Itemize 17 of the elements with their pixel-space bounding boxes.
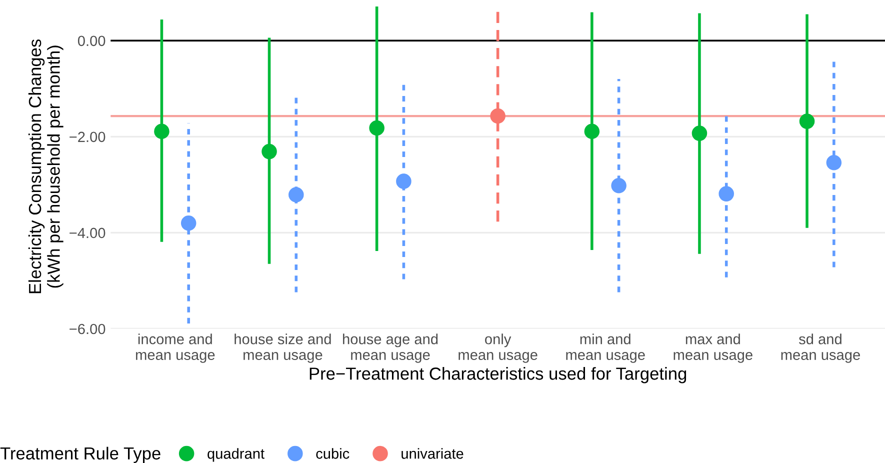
y-tick-label: 0.00: [78, 36, 106, 46]
y-tick-label: −4.00: [70, 228, 106, 238]
x-axis-title: Pre−Treatment Characteristics used for Targeting: [310, 367, 686, 384]
legend-label: univariate: [402, 448, 464, 459]
x-tick-label: house size and mean usage: [234, 334, 331, 363]
legend-label: quadrant: [208, 448, 264, 462]
legend-title: Treatment Rule Type: [0, 446, 160, 463]
x-tick-label: min and mean usage: [566, 334, 645, 363]
y-tick-label: −6.00: [70, 324, 106, 334]
y-axis-title: Electricity Consumption Changes (kWh per household per month): [28, 39, 64, 294]
legend-label: cubic: [316, 448, 350, 459]
x-tick-label: only mean usage: [458, 334, 538, 363]
x-tick-label: income and mean usage: [136, 334, 215, 363]
x-tick-label: house age and mean usage: [343, 334, 438, 363]
x-tick-label: max and mean usage: [674, 334, 752, 363]
x-tick-label: sd and mean usage: [781, 334, 860, 363]
y-tick-label: −2.00: [70, 132, 106, 142]
